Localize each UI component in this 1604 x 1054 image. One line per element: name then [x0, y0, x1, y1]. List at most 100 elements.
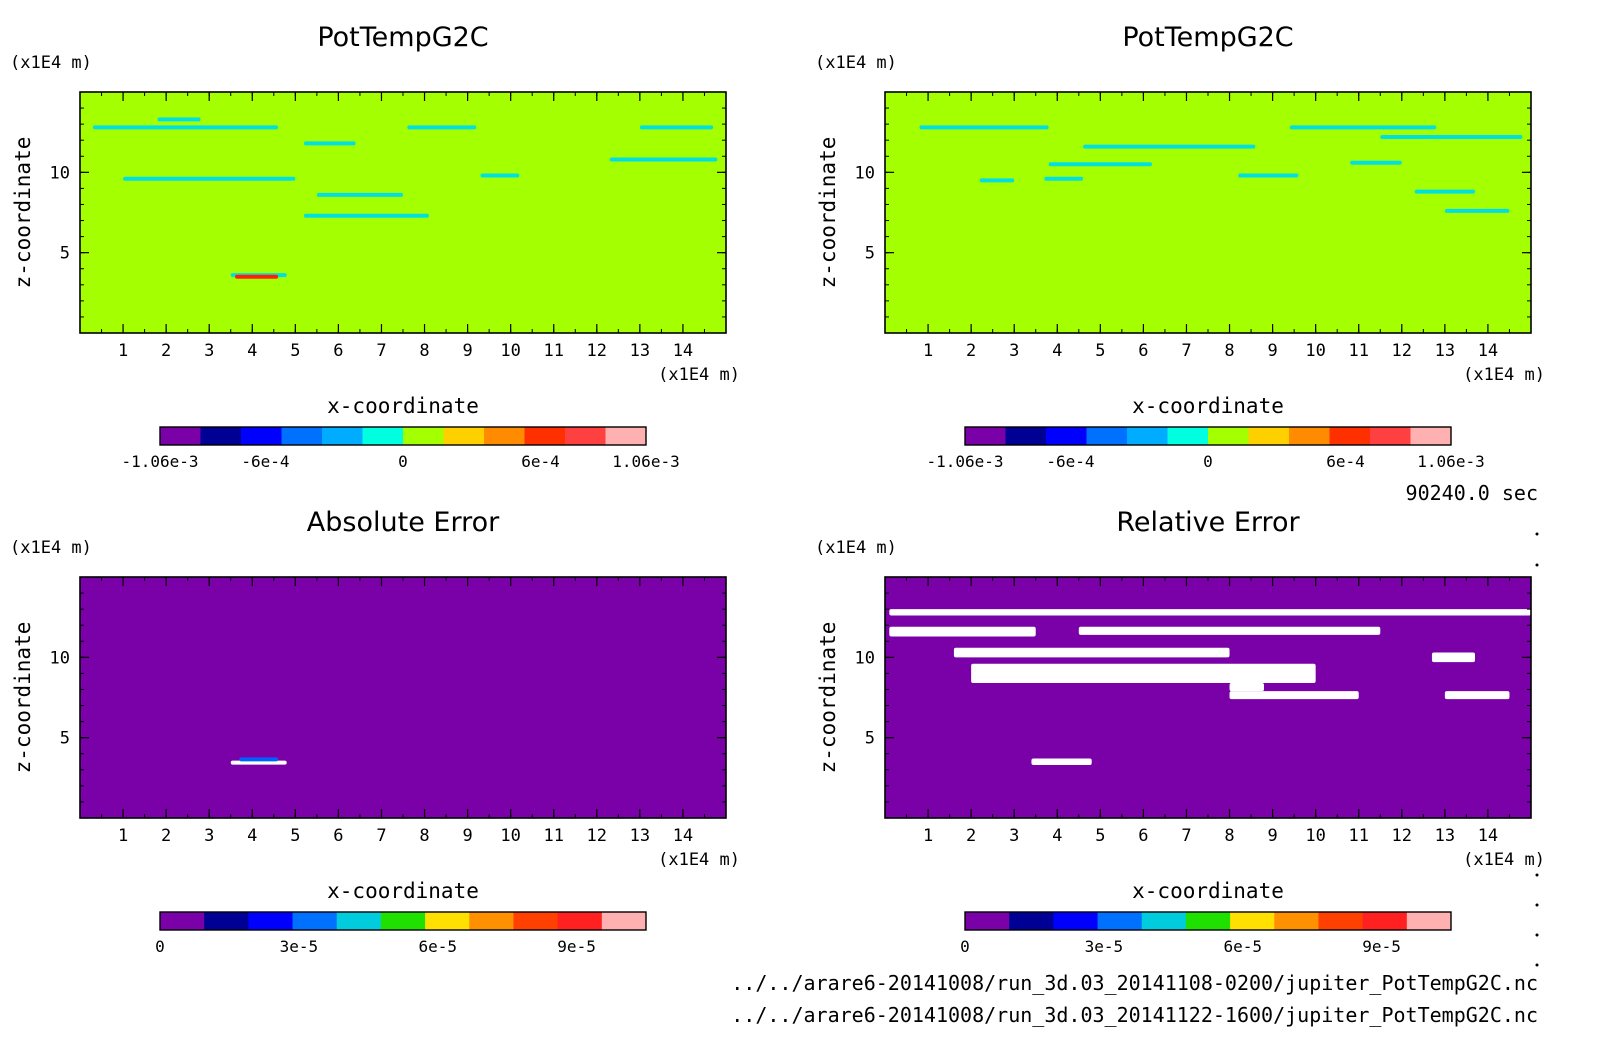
y-tick-label: 10 [50, 163, 70, 183]
data-region-4 [1289, 125, 1437, 130]
x-tick-label: 9 [1267, 341, 1277, 361]
colorbar-swatch [1086, 427, 1128, 445]
colorbar-frame [964, 426, 1452, 446]
colorbar-tick-label: 0 [960, 937, 970, 956]
colorbar-swatch [403, 427, 444, 445]
y-tick-label: 10 [50, 648, 70, 668]
colorbar-swatch [1185, 912, 1231, 930]
x-tick-label: 9 [1267, 826, 1277, 846]
data-region-12 [235, 274, 279, 279]
colorbar-swatch [1329, 427, 1371, 445]
y-axis-label: z-coordinate [816, 137, 840, 289]
x-tick-label: 9 [462, 826, 472, 846]
x-tick-label: 7 [1181, 341, 1191, 361]
x-axis-label: x-coordinate [327, 879, 479, 903]
chart-panel-2: PotTempG2C(x1E4 m)1 2 3 4 5 6 7 8 9 10 11 12 13 14510… [815, 22, 1545, 471]
colorbar-tick-label: -6e-4 [1046, 452, 1094, 471]
data-region-9 [1444, 691, 1510, 700]
colorbar-swatch [1005, 427, 1047, 445]
colorbar-swatch [557, 912, 603, 930]
data-region-5 [1380, 134, 1523, 139]
x-tick-label: 6 [1138, 826, 1148, 846]
colorbar-swatch [1208, 427, 1249, 445]
y-tick-label: 5 [60, 729, 70, 749]
data-region-6 [609, 157, 718, 162]
x-axis-label: x-coordinate [1132, 879, 1284, 903]
x-tick-label: 1 [923, 341, 933, 361]
x-tick-label: 8 [1224, 826, 1234, 846]
colorbar-tick-label: 6e-4 [521, 452, 560, 471]
chart-title: PotTempG2C [317, 22, 488, 53]
chart-title: Absolute Error [307, 507, 500, 538]
x-tick-label: 5 [290, 341, 300, 361]
x-tick-label: 11 [543, 826, 563, 846]
colorbar-swatch [1406, 912, 1452, 930]
x-tick-label: 7 [376, 826, 386, 846]
colorbar-swatch [1248, 427, 1290, 445]
x-tick-label: 1 [923, 826, 933, 846]
y-axis-label: z-coordinate [816, 622, 840, 774]
colorbar-tick-label: 0 [398, 452, 408, 471]
colorbar-swatch [605, 427, 647, 445]
colorbar-swatch [1370, 427, 1411, 445]
data-region-10 [480, 173, 520, 178]
x-unit-label: (x1E4 m) [1463, 850, 1545, 870]
plot-area [80, 577, 726, 818]
data-region-4 [407, 125, 477, 130]
x-tick-label: 8 [1224, 341, 1234, 361]
x-tick-label: 6 [1138, 341, 1148, 361]
data-region-8 [1238, 173, 1299, 178]
data-region-3 [1078, 626, 1381, 635]
x-tick-label: 13 [630, 826, 650, 846]
colorbar-swatch [248, 912, 294, 930]
x-tick-label: 10 [1305, 341, 1325, 361]
y-unit-label: (x1E4 m) [815, 538, 897, 558]
y-tick-label: 5 [865, 729, 875, 749]
data-region-11 [1444, 208, 1510, 213]
colorbar-swatch [200, 427, 242, 445]
margin-dots [1535, 532, 1539, 967]
chart-title: Relative Error [1116, 507, 1300, 538]
x-tick-label: 5 [1095, 826, 1105, 846]
x-tick-label: 6 [333, 826, 343, 846]
x-tick-label: 4 [1052, 341, 1062, 361]
colorbar-tick-label: 3e-5 [280, 937, 319, 956]
colorbar-swatch [1127, 427, 1168, 445]
x-tick-label: 8 [419, 826, 429, 846]
colorbar-swatch [160, 427, 201, 445]
colorbar-swatch [1230, 912, 1275, 930]
x-tick-label: 11 [1348, 341, 1368, 361]
plot-area [885, 577, 1531, 818]
x-tick-label: 9 [462, 341, 472, 361]
data-region-1 [92, 125, 279, 130]
file-path-1: ../../arare6-20141008/run_3d.03_20141108… [731, 971, 1538, 995]
colorbar-swatch [241, 427, 282, 445]
data-region-2 [239, 757, 279, 762]
data-region-3 [1083, 144, 1256, 149]
x-tick-label: 11 [1348, 826, 1368, 846]
x-tick-label: 3 [1009, 341, 1019, 361]
x-tick-label: 11 [543, 341, 563, 361]
y-axis-label: z-coordinate [11, 137, 35, 289]
x-tick-label: 2 [966, 826, 976, 846]
data-region-3 [303, 141, 356, 146]
colorbar-swatch [443, 427, 485, 445]
x-tick-label: 1 [118, 341, 128, 361]
colorbar-swatch [1289, 427, 1330, 445]
colorbar-frame [159, 911, 647, 931]
data-region-1 [889, 609, 1531, 616]
x-tick-label: 2 [966, 341, 976, 361]
x-tick-label: 3 [204, 826, 214, 846]
x-tick-label: 7 [1181, 826, 1191, 846]
colorbar-swatch [362, 427, 404, 445]
data-region-7 [1044, 176, 1084, 181]
colorbar-swatch [524, 427, 566, 445]
data-region-9 [303, 213, 429, 218]
colorbar-swatch [1318, 912, 1364, 930]
plot-area [885, 92, 1531, 333]
colorbar-swatch [1141, 912, 1187, 930]
x-unit-label: (x1E4 m) [658, 850, 740, 870]
file-path-2: ../../arare6-20141008/run_3d.03_20141122… [731, 1003, 1538, 1027]
x-tick-label: 12 [1392, 826, 1412, 846]
